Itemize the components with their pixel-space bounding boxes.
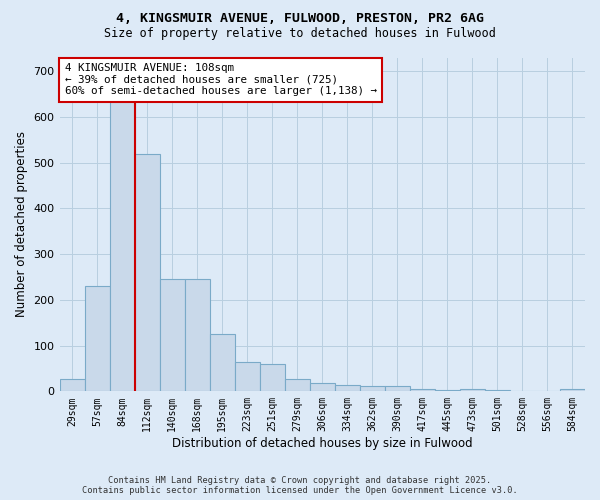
Bar (235, 362, 260, 392)
Bar (185, 280, 209, 392)
Bar (485, 390, 510, 392)
Text: 4 KINGSMUIR AVENUE: 108sqm
← 39% of detached houses are smaller (725)
60% of sem: 4 KINGSMUIR AVENUE: 108sqm ← 39% of deta… (65, 63, 377, 96)
Bar (134, 154, 160, 392)
Bar (260, 364, 285, 392)
Bar (385, 386, 410, 392)
Text: 4, KINGSMUIR AVENUE, FULWOOD, PRESTON, PR2 6AG: 4, KINGSMUIR AVENUE, FULWOOD, PRESTON, P… (116, 12, 484, 26)
Text: Contains HM Land Registry data © Crown copyright and database right 2025.
Contai: Contains HM Land Registry data © Crown c… (82, 476, 518, 495)
X-axis label: Distribution of detached houses by size in Fulwood: Distribution of detached houses by size … (172, 437, 473, 450)
Bar (310, 383, 335, 392)
Bar (410, 388, 435, 392)
Bar (360, 386, 385, 392)
Bar (285, 378, 310, 392)
Y-axis label: Number of detached properties: Number of detached properties (15, 132, 28, 318)
Bar (460, 389, 485, 392)
Bar (110, 94, 134, 392)
Bar (435, 390, 460, 392)
Bar (209, 334, 235, 392)
Bar (560, 389, 585, 392)
Bar (160, 280, 185, 392)
Bar (59, 378, 85, 392)
Bar (85, 286, 110, 392)
Text: Size of property relative to detached houses in Fulwood: Size of property relative to detached ho… (104, 28, 496, 40)
Bar (335, 386, 360, 392)
